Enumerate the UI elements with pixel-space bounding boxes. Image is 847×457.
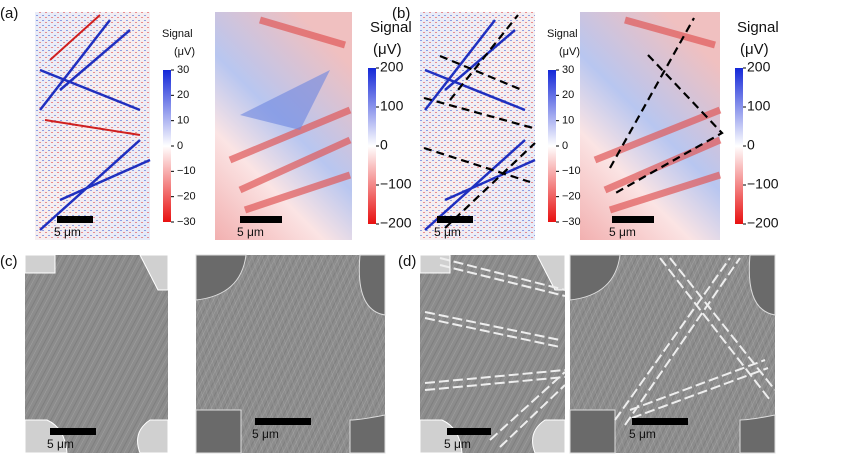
scale-bar [437,216,473,223]
colorbar-tick-label: 100 [747,98,771,114]
colorbar-tick-label: 0 [562,140,568,152]
colorbar-tick-label: −200 [380,215,412,231]
panel-label: (d) [398,253,416,270]
colorbar [368,68,376,224]
scale-bar-label: 5 μm [444,437,471,451]
panel-label: (a) [0,5,18,22]
colorbar-tick-label: 100 [380,98,404,114]
scale-bar [240,216,282,223]
colorbar-tick-label: −200 [747,215,779,231]
scale-bar-label: 5 μm [237,225,264,239]
scale-bar-label: 5 μm [252,427,279,441]
scale-bar [447,428,491,435]
colorbar [163,70,171,222]
colorbar [548,70,556,222]
colorbar-unit: (μV) [373,41,402,58]
colorbar-tick-label: −20 [177,191,196,203]
colorbar-tick-label: −100 [380,176,412,192]
colorbar-tick-label: 200 [747,59,771,75]
colorbar-tick-label: 0 [380,137,388,153]
map-b1 [420,12,536,240]
map-b2 [580,12,724,240]
afm-d1 [419,254,566,454]
colorbar-unit: (μV) [740,41,769,58]
colorbar-title: Signal [737,19,779,36]
scale-bar-label: 5 μm [434,225,461,239]
scale-bar [50,428,96,435]
panel-label: (b) [392,5,410,22]
colorbar-title: Signal [370,19,412,36]
scale-bar [632,418,688,425]
colorbar-tick-label: 20 [177,89,189,101]
afm-d2 [569,254,776,454]
colorbar-tick-label: 20 [562,89,574,101]
scale-bar [255,418,311,425]
scale-bar-label: 5 μm [629,427,656,441]
colorbar-tick-label: 10 [562,115,574,127]
map-a1 [35,12,151,240]
colorbar-tick-label: 10 [177,115,189,127]
colorbar-tick-label: 0 [747,137,755,153]
scale-bar-label: 5 μm [609,225,636,239]
scale-bar [57,216,93,223]
colorbar-tick-label: −30 [177,216,196,228]
colorbar-unit: (μV) [174,46,195,58]
colorbar-tick-label: −20 [562,191,581,203]
colorbar-tick-label: 0 [177,140,183,152]
colorbar [735,68,743,224]
colorbar-tick-label: −10 [177,165,196,177]
colorbar-title: Signal [547,28,578,40]
colorbar-tick-label: −100 [747,176,779,192]
scale-bar-label: 5 μm [47,437,74,451]
afm-c1 [24,254,169,454]
colorbar-tick-label: 30 [562,64,574,76]
colorbar-tick-label: 30 [177,64,189,76]
colorbar-title: Signal [162,28,193,40]
map-a2 [215,12,352,240]
scale-bar-label: 5 μm [54,225,81,239]
colorbar-unit: (μV) [559,46,580,58]
panel-label: (c) [0,253,18,270]
scale-bar [612,216,654,223]
colorbar-tick-label: −10 [562,165,581,177]
colorbar-tick-label: 200 [380,59,404,75]
colorbar-tick-label: −30 [562,216,581,228]
